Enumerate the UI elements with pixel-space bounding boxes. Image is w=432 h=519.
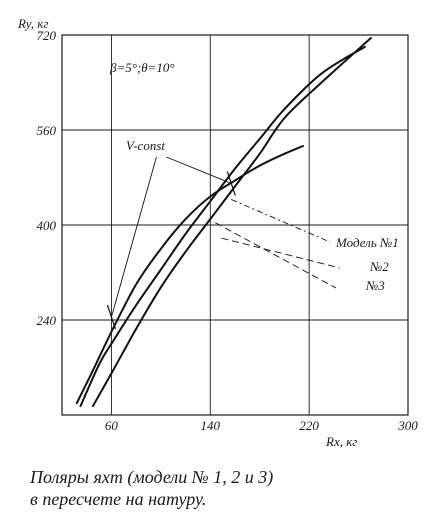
leader-line-3 [215,222,337,289]
polar-chart: 60 140 220 300 240 400 560 720 Ry, кг Rx, кг β=… [17,16,419,449]
y-tick-label: 240 [37,313,57,328]
series-curve-3 [79,45,366,408]
tick-labels: 60 140 220 300 240 400 560 720 [37,28,419,433]
y-tick-label: 400 [37,218,57,233]
v-const-markers [106,156,236,330]
x-tick-label: 300 [397,418,418,433]
caption-line-2: в пересчете на натуру. [30,489,207,509]
series-label-2: №2 [369,259,389,274]
leader-line-2 [221,237,341,269]
series-label-3: №3 [365,278,385,293]
v-const-leader [166,156,232,184]
series-curve-2 [91,37,372,408]
grid [61,34,409,416]
condition-label: β=5°;θ=10° [109,60,175,75]
leader-lines [215,199,341,289]
x-tick-label: 60 [105,418,119,433]
y-axis-label: Ry, кг [17,16,48,31]
x-axis-label: Rx, кг [325,434,357,449]
x-tick-label: 220 [299,418,319,433]
leader-line-1 [231,199,331,243]
y-tick-label: 560 [37,123,57,138]
x-tick-label: 140 [201,418,221,433]
figure-caption: Поляры яхт (модели № 1, 2 и 3) в пересче… [30,466,430,510]
legend-labels: Модель №1 №2 №3 [335,235,399,293]
y-tick-label: 720 [37,28,57,43]
series-label-1: Модель №1 [335,235,399,250]
v-const-label: V-const [126,138,165,153]
series-curve-1 [75,145,304,405]
caption-line-1: Поляры яхт (модели № 1, 2 и 3) [30,467,274,487]
v-const-leader [110,156,157,318]
series-curves [75,37,372,408]
